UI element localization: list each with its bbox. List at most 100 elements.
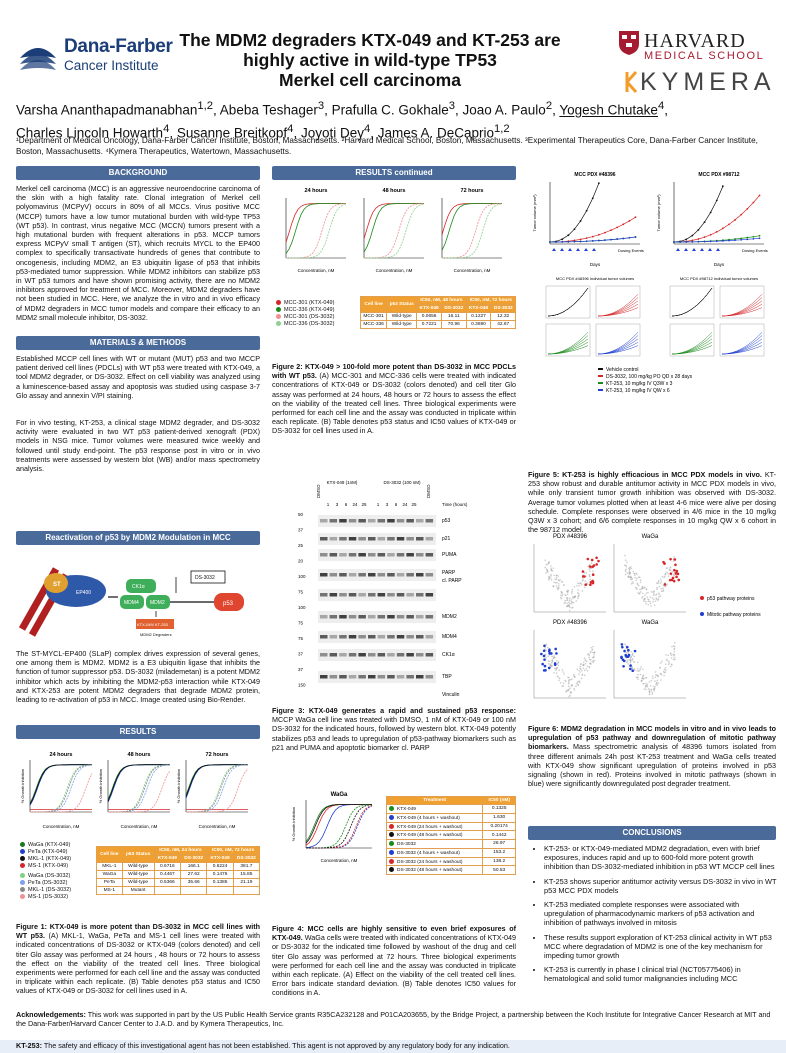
fig3-band — [377, 537, 386, 541]
fig6-point — [666, 583, 668, 586]
fig3-band — [377, 635, 386, 639]
fig6-point — [635, 676, 638, 679]
ep400-label: EP400 — [76, 590, 91, 596]
fig6-point — [568, 599, 571, 602]
fig1-table: Cell line p53 Status IC50, nM, 24 hours IC5… — [96, 846, 261, 895]
fig6-point — [566, 599, 568, 602]
fig6-point — [581, 669, 583, 672]
fig6-point — [555, 672, 558, 674]
fig6-legend-label: Mitotic pathway proteins — [707, 612, 761, 618]
fig1-curve — [108, 770, 171, 813]
fig3-blot-strip — [318, 611, 436, 623]
fig6-point — [589, 570, 591, 572]
fig4-table-row: DS-3032 (48 hours + washout) 50.53 — [385, 865, 516, 876]
fig6-point — [658, 595, 660, 598]
pathway-caption: The ST-MYCL-EP400 (SLaP) complex drives … — [16, 649, 260, 705]
fig2-curve — [285, 203, 346, 254]
fig6-point — [657, 592, 660, 594]
fig5-dosing-marker — [700, 248, 704, 251]
fig5-individual-line — [547, 345, 589, 355]
author-7: , Susanne Breitkopf — [169, 125, 288, 140]
fig6-point — [577, 596, 579, 598]
fig6-point — [564, 599, 567, 602]
fig3-band — [377, 553, 386, 557]
fig5-line — [550, 236, 636, 243]
fig3-band — [320, 537, 328, 541]
fig5-individual-line — [547, 287, 589, 317]
fig6-point — [559, 681, 562, 684]
fig2-curve — [442, 203, 503, 259]
fig6-point — [627, 663, 629, 665]
fig3-band — [320, 519, 328, 523]
fig5-individual-line — [547, 287, 589, 317]
fig6-point — [627, 575, 629, 578]
fig3-band — [320, 635, 328, 639]
conclusion-item: KT-253- or KTX-049-mediated MDM2 degrada… — [544, 844, 780, 872]
fig5-charts: MCC PDX #48396 Days Tumor volume (mm³) Dosi… — [528, 168, 776, 460]
fig6-point — [561, 594, 563, 597]
fig6-point — [569, 694, 571, 697]
fig3-band — [377, 519, 386, 523]
fig6-point — [551, 660, 553, 662]
fig6-point — [626, 561, 628, 564]
fig6-point — [664, 572, 667, 575]
fig6-point — [571, 588, 574, 591]
fig6-point — [645, 688, 647, 691]
fig3-band — [348, 653, 357, 657]
fig6-point — [549, 663, 552, 666]
fig6-point — [647, 591, 649, 594]
fig5-point — [758, 237, 761, 240]
fig6-point — [631, 581, 634, 583]
fig6-point — [641, 676, 644, 678]
fig3-band — [358, 519, 366, 523]
fig6-point — [555, 576, 558, 579]
fig4-curve — [305, 804, 372, 848]
author-9-sup: 1,2 — [494, 122, 510, 135]
fig5-individual-line — [671, 287, 713, 317]
fig6-point — [663, 576, 665, 579]
fig6-point — [664, 575, 666, 578]
fig1-legend: WaGa (KTX-049) PeTa (KTX-049) MKL-1 (KTX… — [20, 842, 92, 901]
fig6-point — [577, 684, 580, 687]
fig3-mw-marker: 75 — [298, 636, 304, 641]
fig3-band — [329, 573, 338, 577]
fig3-band — [329, 635, 338, 639]
fig6-point — [662, 589, 665, 591]
fig2-curve — [364, 203, 425, 259]
fig6-point — [637, 678, 639, 681]
fig6-point — [653, 598, 655, 601]
fig6-point — [588, 665, 590, 668]
fig3-band — [368, 537, 376, 541]
fig6-point — [588, 575, 591, 577]
fig3-band — [358, 615, 366, 619]
fig5-dosing-label: Dosing Events — [618, 248, 644, 253]
fig6-point — [555, 574, 558, 577]
fig6-point — [557, 661, 560, 663]
fig5-individual-line — [597, 294, 639, 317]
fig6-point — [633, 572, 635, 575]
p53-shape — [214, 593, 244, 611]
fig3-band — [396, 615, 405, 619]
fig6-highlight-point — [625, 655, 628, 658]
fig6-point — [576, 592, 579, 594]
fig5-title: MCC PDX #48396 — [574, 172, 615, 178]
fig1-table-row: PeTa Wild-type 0.5366 35.66 0.1385 21.19 — [96, 878, 261, 887]
fig1-panel-title: 48 hours — [128, 752, 151, 758]
fig6-point — [636, 582, 639, 585]
fig6-point — [578, 680, 581, 683]
fig4-table: Treatment IC50 (nM) KTX-049 0.1325 KTX-049 … — [385, 796, 516, 876]
fig3-band — [339, 553, 347, 557]
fig1-curve — [107, 764, 170, 800]
fig6-point — [647, 603, 650, 606]
fig6-point — [559, 579, 561, 581]
author-list: Varsha Ananthapadmanabhan1,2, Abeba Tesh… — [16, 100, 668, 140]
fig3-blot-strip — [318, 631, 436, 643]
fig6-point — [568, 682, 570, 685]
fig3-band — [329, 593, 338, 597]
fig5-subpanel — [545, 285, 591, 319]
author-5-presenter: Yogesh Chutake — [559, 102, 658, 118]
fig6-point — [662, 670, 665, 673]
fig6-point — [577, 597, 579, 600]
author-2-sup: 3 — [317, 100, 325, 112]
fig3-band — [416, 573, 424, 577]
